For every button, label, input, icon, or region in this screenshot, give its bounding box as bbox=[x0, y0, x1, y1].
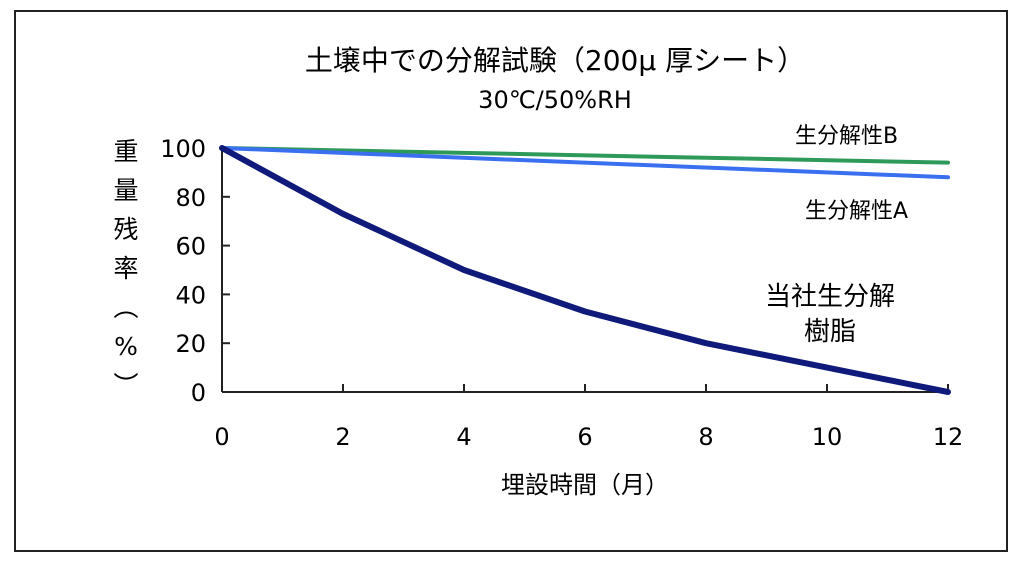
series-label-own-line2: 樹脂 bbox=[804, 317, 856, 347]
x-tick-label: 4 bbox=[456, 423, 471, 451]
y-axis-label-char: 量 bbox=[113, 176, 138, 205]
y-tick-label: 20 bbox=[175, 330, 206, 358]
x-tick-label: 10 bbox=[812, 423, 843, 451]
y-tick-label: 100 bbox=[160, 135, 206, 163]
series-label-b: 生分解性B bbox=[795, 124, 898, 149]
y-axis-label-char: 重 bbox=[113, 137, 138, 166]
y-axis-label-char: 残 bbox=[113, 215, 138, 244]
y-tick-label: 0 bbox=[191, 379, 206, 407]
x-tick-label: 12 bbox=[933, 423, 964, 451]
chart-subtitle: 30℃/50%RH bbox=[478, 86, 632, 114]
x-tick-label: 2 bbox=[335, 423, 350, 451]
series-lines bbox=[219, 145, 951, 395]
series-line-b bbox=[220, 146, 950, 165]
y-axis-label-char: ︵ bbox=[113, 293, 138, 322]
series-label-a: 生分解性A bbox=[805, 199, 908, 224]
series-line-a bbox=[220, 146, 950, 180]
series-line-own bbox=[219, 145, 951, 395]
y-axis-label-char: ︶ bbox=[113, 371, 138, 400]
y-tick-label: 60 bbox=[175, 233, 206, 261]
y-tick-label: 80 bbox=[175, 184, 206, 212]
y-axis-label-char: % bbox=[114, 332, 138, 361]
series-label-own-line1: 当社生分解 bbox=[765, 282, 895, 312]
y-tick-label: 40 bbox=[175, 281, 206, 309]
x-tick-label: 6 bbox=[577, 423, 592, 451]
x-axis-label: 埋設時間（月） bbox=[501, 471, 669, 499]
ticks: 0 2 4 6 8 10 12 0 20 40 60 80 100 bbox=[160, 135, 963, 451]
axes bbox=[221, 146, 948, 393]
x-tick-label: 8 bbox=[698, 423, 713, 451]
chart-frame bbox=[14, 10, 1008, 552]
chart-title: 土壌中での分解試験（200μ 厚シート） bbox=[305, 44, 805, 77]
x-tick-label: 0 bbox=[214, 423, 229, 451]
y-axis-label-char: 率 bbox=[113, 254, 138, 283]
